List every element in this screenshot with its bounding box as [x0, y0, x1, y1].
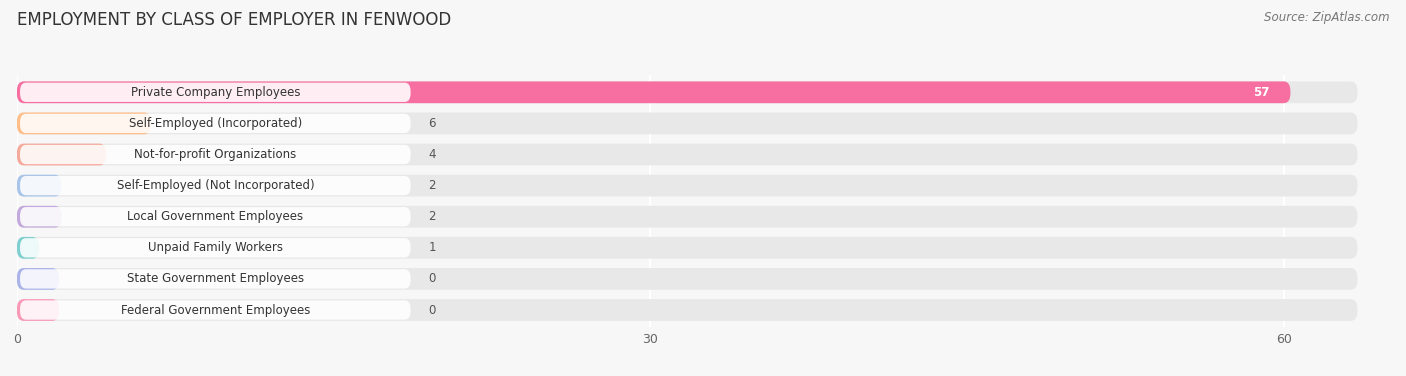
FancyBboxPatch shape — [17, 206, 1357, 227]
FancyBboxPatch shape — [17, 237, 1357, 259]
FancyBboxPatch shape — [17, 144, 107, 165]
FancyBboxPatch shape — [17, 237, 39, 259]
FancyBboxPatch shape — [20, 83, 411, 102]
Text: Federal Government Employees: Federal Government Employees — [121, 303, 309, 317]
Text: 2: 2 — [429, 179, 436, 192]
FancyBboxPatch shape — [17, 299, 1357, 321]
FancyBboxPatch shape — [17, 175, 62, 197]
FancyBboxPatch shape — [20, 176, 411, 195]
FancyBboxPatch shape — [17, 299, 59, 321]
FancyBboxPatch shape — [17, 112, 150, 134]
Text: EMPLOYMENT BY CLASS OF EMPLOYER IN FENWOOD: EMPLOYMENT BY CLASS OF EMPLOYER IN FENWO… — [17, 11, 451, 29]
FancyBboxPatch shape — [17, 268, 59, 290]
Text: 2: 2 — [429, 210, 436, 223]
FancyBboxPatch shape — [20, 207, 411, 226]
FancyBboxPatch shape — [17, 82, 1291, 103]
Text: 57: 57 — [1253, 86, 1270, 99]
Text: 0: 0 — [429, 303, 436, 317]
FancyBboxPatch shape — [20, 300, 411, 320]
Text: Source: ZipAtlas.com: Source: ZipAtlas.com — [1264, 11, 1389, 24]
FancyBboxPatch shape — [20, 114, 411, 133]
Text: 0: 0 — [429, 273, 436, 285]
FancyBboxPatch shape — [20, 269, 411, 288]
Text: Private Company Employees: Private Company Employees — [131, 86, 299, 99]
FancyBboxPatch shape — [17, 112, 1357, 134]
FancyBboxPatch shape — [17, 82, 1357, 103]
Text: 6: 6 — [429, 117, 436, 130]
FancyBboxPatch shape — [20, 238, 411, 258]
Text: 4: 4 — [429, 148, 436, 161]
Text: Self-Employed (Incorporated): Self-Employed (Incorporated) — [129, 117, 302, 130]
Text: Local Government Employees: Local Government Employees — [128, 210, 304, 223]
Text: 1: 1 — [429, 241, 436, 254]
FancyBboxPatch shape — [17, 144, 1357, 165]
FancyBboxPatch shape — [20, 145, 411, 164]
Text: Not-for-profit Organizations: Not-for-profit Organizations — [134, 148, 297, 161]
FancyBboxPatch shape — [17, 206, 62, 227]
FancyBboxPatch shape — [17, 268, 1357, 290]
Text: Self-Employed (Not Incorporated): Self-Employed (Not Incorporated) — [117, 179, 314, 192]
Text: Unpaid Family Workers: Unpaid Family Workers — [148, 241, 283, 254]
Text: State Government Employees: State Government Employees — [127, 273, 304, 285]
FancyBboxPatch shape — [17, 175, 1357, 197]
